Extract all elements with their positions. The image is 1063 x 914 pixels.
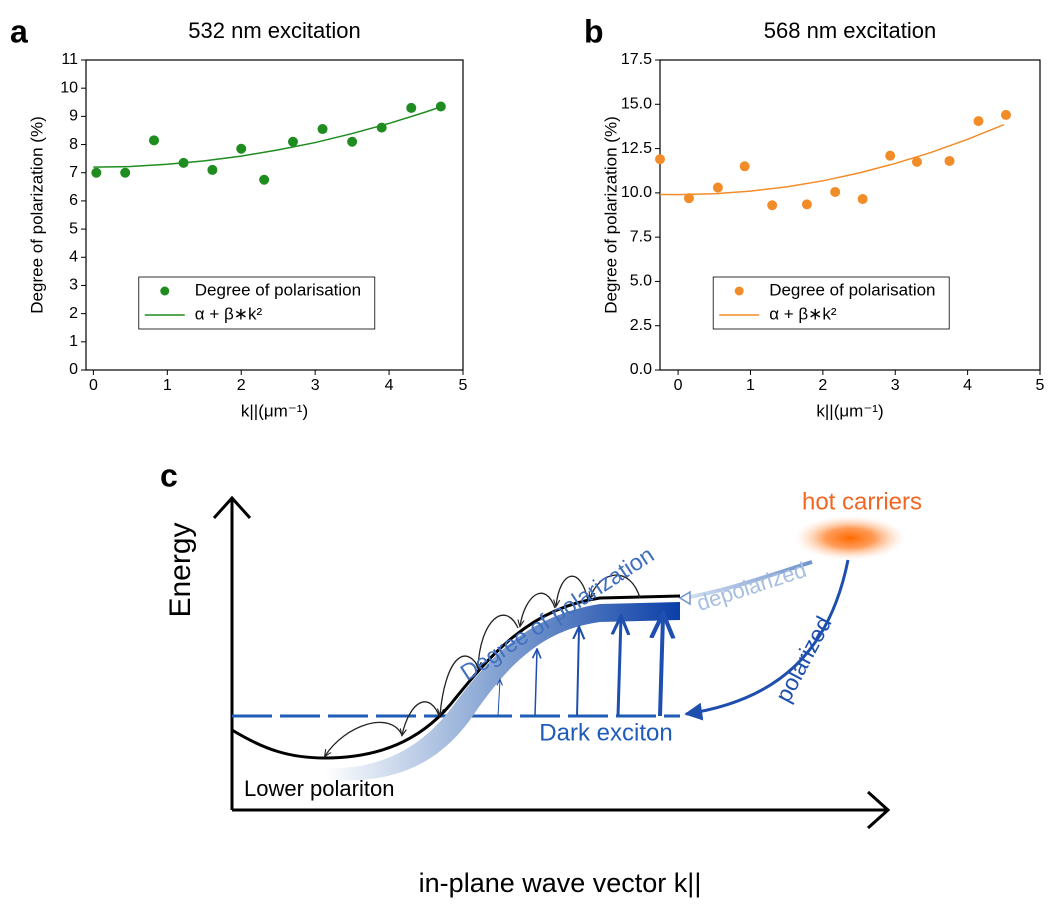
x-tick-label: 4 xyxy=(385,377,394,394)
y-tick-label: 10 xyxy=(60,79,78,96)
data-point xyxy=(857,194,868,205)
data-point xyxy=(944,155,955,166)
legend-label: α + β∗k² xyxy=(195,304,263,323)
lower-polariton-curve xyxy=(231,594,681,760)
y-tick-label: 10.0 xyxy=(621,184,652,201)
data-point xyxy=(317,124,328,135)
y-tick-label: 0.0 xyxy=(630,361,652,378)
y-tick-label: 7.5 xyxy=(630,228,652,245)
data-point xyxy=(406,102,417,113)
legend-label: Degree of polarisation xyxy=(195,280,361,299)
y-tick-label: 4 xyxy=(69,248,78,265)
depolarized-label: depolarized xyxy=(694,557,810,616)
data-point xyxy=(207,164,218,175)
y-tick-label: 12.5 xyxy=(621,140,652,157)
x-tick-label: 3 xyxy=(311,377,320,394)
y-tick-label: 8 xyxy=(69,136,78,153)
data-point xyxy=(655,154,665,165)
panel-label: c xyxy=(160,457,178,493)
y-axis-title: Energy xyxy=(164,522,197,617)
chart-title: 568 nm excitation xyxy=(764,18,936,43)
y-tick-label: 3 xyxy=(69,277,78,294)
data-point xyxy=(801,199,812,210)
y-axis-title: Degree of polarization (%) xyxy=(601,116,620,313)
polarization-band xyxy=(325,602,680,781)
x-axis-title: k||(μm⁻¹) xyxy=(241,401,308,420)
y-tick-label: 9 xyxy=(69,108,78,125)
hot-carriers-label: hot carriers xyxy=(802,488,922,515)
y-tick-label: 17.5 xyxy=(621,51,652,68)
diagram: c Energy in-plane wave vector k|| hot ca… xyxy=(160,457,922,898)
x-tick-label: 4 xyxy=(963,377,972,394)
y-tick-label: 7 xyxy=(69,164,78,181)
panel-label: b xyxy=(584,13,604,49)
polarized-arrow xyxy=(684,559,850,721)
panel-label: a xyxy=(10,13,28,49)
fit-line xyxy=(659,123,1005,196)
y-tick-label: 5 xyxy=(69,220,78,237)
x-tick-label: 0 xyxy=(674,377,683,394)
legend-frame xyxy=(138,276,376,330)
data-point xyxy=(767,200,778,211)
legend-label: α + β∗k² xyxy=(769,304,837,323)
legend-marker xyxy=(734,286,744,296)
data-point xyxy=(347,136,358,147)
depolarized-head xyxy=(678,590,691,606)
data-point xyxy=(973,116,984,127)
legend-marker xyxy=(160,286,170,296)
data-point xyxy=(830,186,841,197)
y-tick-label: 5.0 xyxy=(630,273,652,290)
y-axis-arrow xyxy=(212,495,252,810)
hot-carriers-glow xyxy=(795,516,905,560)
data-point xyxy=(712,182,723,193)
data-point xyxy=(911,156,922,167)
fit-line xyxy=(93,106,442,168)
plot-frame xyxy=(85,59,464,371)
x-tick-label: 2 xyxy=(237,377,246,394)
data-point xyxy=(259,174,270,185)
data-point xyxy=(739,161,750,172)
scatter-arrows xyxy=(498,616,663,717)
lower-polariton-label: Lower polariton xyxy=(244,776,394,801)
data-point xyxy=(287,136,298,147)
dark-exciton-label: Dark exciton xyxy=(539,719,672,746)
y-tick-label: 2.5 xyxy=(630,317,652,334)
x-tick-label: 1 xyxy=(746,377,755,394)
x-tick-label: 5 xyxy=(1036,377,1045,394)
y-tick-label: 6 xyxy=(69,192,78,209)
y-tick-label: 0 xyxy=(69,361,78,378)
relaxation-arcs xyxy=(325,574,641,756)
panel: a 532 nm excitation 0 1 2 3 4 5 0 1 2 3 4 5 6 7 8 9 10 11 k|… xyxy=(10,13,468,420)
y-tick-label: 11 xyxy=(61,51,78,68)
data-point xyxy=(435,101,446,112)
data-point xyxy=(236,143,247,154)
x-axis-title: in-plane wave vector k|| xyxy=(419,868,702,898)
y-tick-label: 1 xyxy=(69,333,78,350)
data-point xyxy=(120,167,131,178)
data-point xyxy=(149,135,160,146)
x-tick-label: 5 xyxy=(459,377,468,394)
x-tick-label: 1 xyxy=(163,377,172,394)
y-tick-label: 15.0 xyxy=(621,96,652,113)
x-tick-label: 2 xyxy=(818,377,827,394)
x-axis-arrow xyxy=(232,790,891,830)
y-tick-label: 2 xyxy=(69,305,78,322)
y-axis-title: Degree of polarization (%) xyxy=(27,116,46,313)
x-tick-label: 0 xyxy=(89,377,98,394)
legend-frame xyxy=(712,276,950,330)
legend-label: Degree of polarisation xyxy=(769,280,935,299)
polarized-label: polarized xyxy=(770,612,837,707)
panel: b 568 nm excitation 0 1 2 3 4 5 0.0 2.5 5.0 7.5 10.0… xyxy=(584,13,1045,420)
chart-title: 532 nm excitation xyxy=(188,18,360,43)
plot-frame xyxy=(659,59,1041,371)
data-point xyxy=(1000,109,1011,120)
depolarized-arrow xyxy=(683,560,813,600)
x-axis-title: k||(μm⁻¹) xyxy=(816,401,883,420)
data-point xyxy=(885,150,896,161)
data-point xyxy=(91,167,102,178)
x-tick-label: 3 xyxy=(891,377,900,394)
